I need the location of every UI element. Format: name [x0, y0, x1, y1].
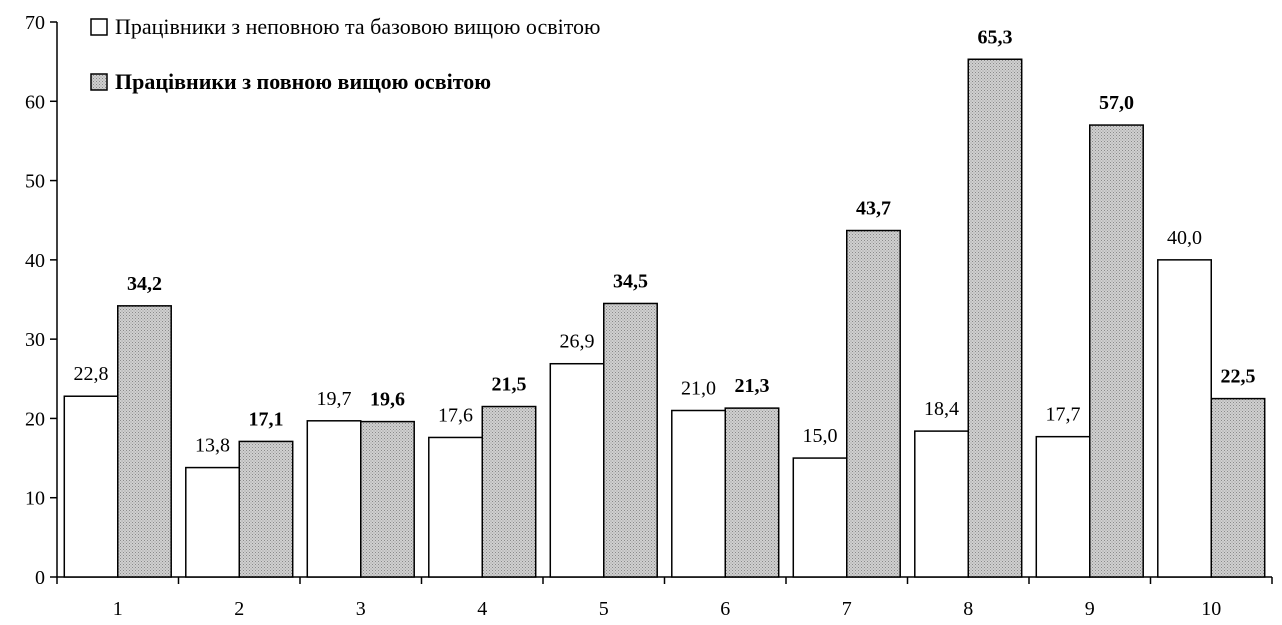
x-tick-label: 9: [1085, 598, 1095, 620]
x-tick-label: 5: [599, 598, 609, 620]
y-tick-label: 50: [25, 171, 45, 193]
data-label: 21,5: [491, 374, 526, 396]
data-label: 17,7: [1046, 404, 1081, 426]
y-tick-label: 20: [25, 408, 45, 430]
data-label: 18,4: [924, 398, 959, 420]
x-tick-label: 1: [113, 598, 123, 620]
legend-label-1: Працівники з неповною та базовою вищою о…: [115, 14, 600, 39]
bar-series-2-cat-7: [846, 229, 901, 578]
data-label: 22,5: [1220, 366, 1255, 388]
x-tick-label: 8: [963, 598, 973, 620]
y-tick-label: 30: [25, 329, 45, 351]
y-tick-label: 70: [25, 12, 45, 34]
x-axis: 1 2 3 4 5 6 7 8 9 10: [56, 576, 1273, 620]
data-label: 65,3: [977, 26, 1012, 48]
legend-swatch-2: [90, 73, 108, 91]
data-label: 19,6: [370, 389, 405, 411]
y-tick-label: 40: [25, 250, 45, 272]
bar-series-1-cat-10: [1157, 259, 1213, 578]
y-axis: 0 10 20 30 40 50 60 70: [25, 12, 58, 589]
x-tick-label: 6: [720, 598, 730, 620]
bar-series-1-cat-2: [185, 466, 240, 578]
data-label: 21,0: [681, 378, 716, 400]
data-label: 17,1: [248, 408, 283, 430]
bar-series-2-cat-2: [238, 440, 294, 578]
legend: Працівники з неповною та базовою вищою о…: [90, 14, 600, 94]
bar-series-1-cat-1: [63, 395, 119, 578]
bars: [63, 58, 1266, 578]
x-tick-label: 3: [356, 598, 366, 620]
bar-series-1-cat-6: [671, 409, 726, 578]
data-label: 26,9: [560, 331, 595, 353]
x-tick-label: 7: [842, 598, 852, 620]
bar-series-1-cat-8: [914, 430, 969, 578]
bar-series-2-cat-6: [724, 407, 780, 578]
y-tick-label: 0: [35, 567, 45, 589]
data-label: 43,7: [856, 198, 891, 220]
data-label: 40,0: [1167, 227, 1202, 249]
data-label: 17,6: [438, 404, 473, 426]
bar-series-2-cat-8: [967, 58, 1023, 578]
value-labels: 22,8 13,8 19,7 17,6 26,9 21,0 15,0 18,4 17,7 40,0…: [74, 26, 1256, 456]
data-label: 19,7: [317, 388, 352, 410]
bar-series-2-cat-4: [481, 405, 537, 578]
legend-label-2: Працівники з повною вищою освітою: [115, 69, 491, 94]
bar-series-2-cat-9: [1089, 124, 1144, 578]
data-label: 21,3: [734, 375, 769, 397]
data-label: 13,8: [195, 435, 230, 457]
data-label: 34,2: [127, 273, 162, 295]
bar-series-1-cat-3: [306, 420, 362, 578]
x-tick-label: 4: [477, 598, 487, 620]
bar-series-1-cat-4: [428, 436, 484, 578]
y-tick-label: 10: [25, 488, 45, 510]
data-label: 15,0: [803, 425, 838, 447]
bar-series-1-cat-5: [549, 362, 605, 578]
bar-series-1-cat-7: [792, 457, 848, 578]
data-label: 57,0: [1099, 92, 1134, 114]
bar-series-2-cat-5: [603, 302, 658, 578]
data-label: 34,5: [613, 270, 648, 292]
data-label: 22,8: [74, 363, 109, 385]
y-tick-label: 60: [25, 91, 45, 113]
legend-swatch-1: [90, 18, 108, 36]
x-tick-label: 2: [234, 598, 244, 620]
x-tick-label: 10: [1201, 598, 1221, 620]
bar-series-1-cat-9: [1035, 435, 1091, 578]
bar-series-2-cat-3: [360, 420, 415, 578]
bar-series-2-cat-1: [117, 305, 172, 578]
bar-series-2-cat-10: [1210, 397, 1266, 578]
